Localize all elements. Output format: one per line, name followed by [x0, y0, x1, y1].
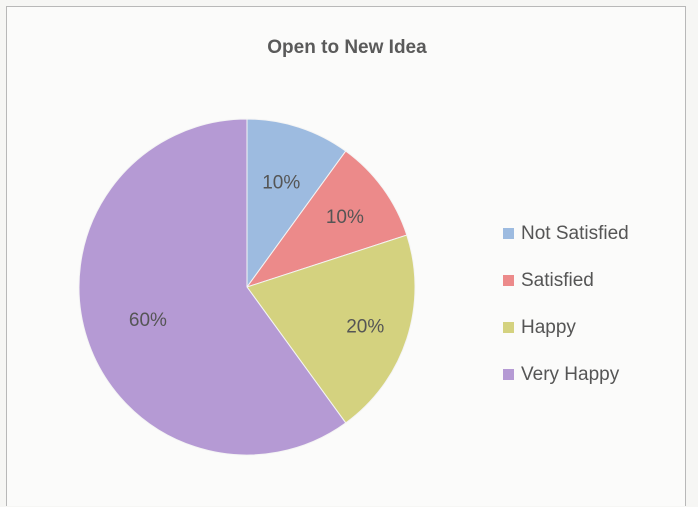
- legend-item-not-satisfied: Not Satisfied: [503, 210, 629, 257]
- chart-legend: Not Satisfied Satisfied Happy Very Happy: [503, 210, 629, 398]
- legend-label-not-satisfied: Not Satisfied: [521, 222, 629, 244]
- pie-slice-not-satisfied: [246, 118, 347, 289]
- legend-swatch-happy: [503, 322, 514, 333]
- legend-item-happy: Happy: [503, 304, 629, 351]
- legend-label-very-happy: Very Happy: [521, 363, 620, 385]
- legend-swatch-very-happy: [503, 369, 514, 380]
- data-label-happy: 20%: [346, 316, 384, 337]
- pie-slice-very-happy: [78, 118, 347, 456]
- chart-title: Open to New Idea: [267, 37, 427, 58]
- legend-swatch-not-satisfied: [503, 228, 514, 239]
- legend-label-satisfied: Satisfied: [521, 269, 594, 291]
- legend-item-satisfied: Satisfied: [503, 257, 629, 304]
- pie-slice-satisfied: [245, 150, 408, 288]
- data-label-not-satisfied: 10%: [262, 173, 300, 194]
- legend-swatch-satisfied: [503, 275, 514, 286]
- pie-slice-happy: [246, 234, 416, 424]
- legend-label-happy: Happy: [521, 316, 576, 338]
- data-label-very-happy: 60%: [129, 310, 167, 331]
- data-label-satisfied: 10%: [326, 207, 364, 228]
- legend-item-very-happy: Very Happy: [503, 351, 629, 398]
- chart-frame: Open to New Idea 10% 10% 20% 60% Not Satisf…: [6, 6, 686, 506]
- pie-chart: 10% 10% 20% 60%: [78, 118, 416, 456]
